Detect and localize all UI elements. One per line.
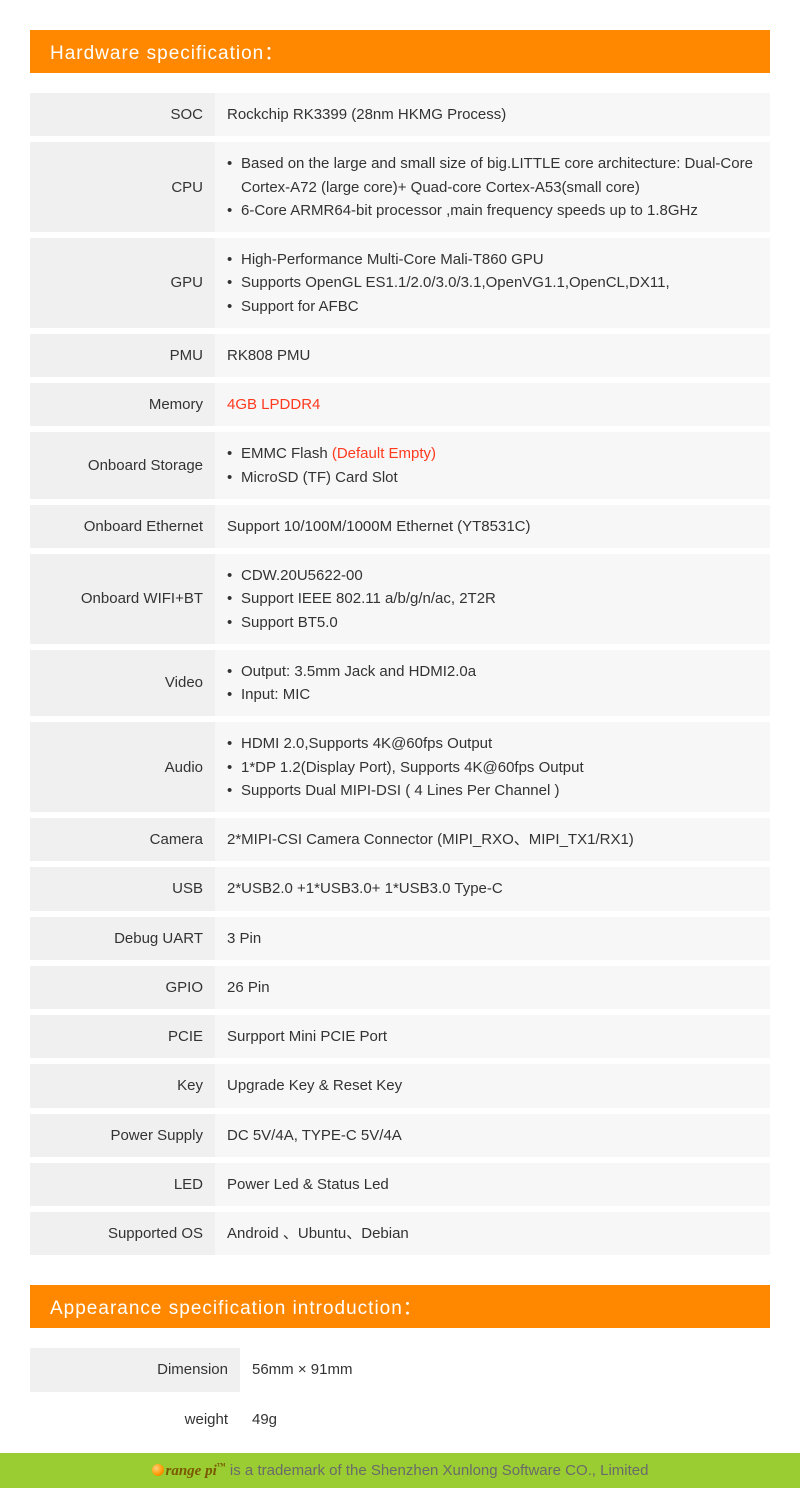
spec-value: Android 、Ubuntu、Debian — [215, 1209, 770, 1255]
list-item: Support for AFBC — [227, 295, 758, 318]
spec-value: HDMI 2.0,Supports 4K@60fps Output 1*DP 1… — [215, 719, 770, 815]
list-item: Support BT5.0 — [227, 611, 758, 634]
hardware-spec-table: SOC Rockchip RK3399 (28nm HKMG Process) … — [30, 93, 770, 1255]
spec-value: 49g — [240, 1395, 770, 1441]
spec-value: CDW.20U5622-00 Support IEEE 802.11 a/b/g… — [215, 551, 770, 647]
trademark-footer: range pi™ is a trademark of the Shenzhen… — [0, 1453, 800, 1488]
spec-value: 2*MIPI-CSI Camera Connector (MIPI_RXO、MI… — [215, 815, 770, 864]
spec-label: weight — [30, 1395, 240, 1441]
spec-label: Debug UART — [30, 914, 215, 963]
spec-value: Support 10/100M/1000M Ethernet (YT8531C) — [215, 502, 770, 551]
list-item: 1*DP 1.2(Display Port), Supports 4K@60fp… — [227, 756, 758, 779]
table-row: PCIE Surpport Mini PCIE Port — [30, 1012, 770, 1061]
table-row: Onboard Ethernet Support 10/100M/1000M E… — [30, 502, 770, 551]
storage-highlight: (Default Empty) — [332, 445, 436, 462]
spec-label: CPU — [30, 139, 215, 235]
table-row: Key Upgrade Key & Reset Key — [30, 1061, 770, 1110]
table-row: Onboard Storage EMMC Flash (Default Empt… — [30, 429, 770, 502]
list-item: High-Performance Multi-Core Mali-T860 GP… — [227, 248, 758, 271]
spec-label: Camera — [30, 815, 215, 864]
spec-value: 56mm × 91mm — [240, 1348, 770, 1394]
table-row: Onboard WIFI+BT CDW.20U5622-00 Support I… — [30, 551, 770, 647]
table-row: LED Power Led & Status Led — [30, 1160, 770, 1209]
appearance-section-header: Appearance specification introduction： — [30, 1285, 770, 1328]
list-item: Based on the large and small size of big… — [227, 152, 758, 199]
table-row: Debug UART 3 Pin — [30, 914, 770, 963]
table-row: GPIO 26 Pin — [30, 963, 770, 1012]
table-row: Video Output: 3.5mm Jack and HDMI2.0a In… — [30, 647, 770, 720]
spec-label: Key — [30, 1061, 215, 1110]
spec-label: PMU — [30, 331, 215, 380]
list-item: EMMC Flash (Default Empty) — [227, 442, 758, 465]
table-row: GPU High-Performance Multi-Core Mali-T86… — [30, 235, 770, 331]
memory-highlight: 4GB LPDDR4 — [227, 396, 320, 413]
hardware-section-header: Hardware specification： — [30, 30, 770, 73]
spec-label: Supported OS — [30, 1209, 215, 1255]
spec-label: LED — [30, 1160, 215, 1209]
spec-label: Memory — [30, 380, 215, 429]
table-row: Dimension 56mm × 91mm — [30, 1348, 770, 1394]
table-row: Power Supply DC 5V/4A, TYPE-C 5V/4A — [30, 1111, 770, 1160]
table-row: USB 2*USB2.0 +1*USB3.0+ 1*USB3.0 Type-C — [30, 864, 770, 913]
table-row: Memory 4GB LPDDR4 — [30, 380, 770, 429]
list-item: Support IEEE 802.11 a/b/g/n/ac, 2T2R — [227, 587, 758, 610]
list-item: HDMI 2.0,Supports 4K@60fps Output — [227, 732, 758, 755]
spec-label: Onboard WIFI+BT — [30, 551, 215, 647]
spec-value: Based on the large and small size of big… — [215, 139, 770, 235]
spec-label: Power Supply — [30, 1111, 215, 1160]
spec-value: Surpport Mini PCIE Port — [215, 1012, 770, 1061]
table-row: weight 49g — [30, 1395, 770, 1441]
table-row: CPU Based on the large and small size of… — [30, 139, 770, 235]
list-item: Supports OpenGL ES1.1/2.0/3.0/3.1,OpenVG… — [227, 271, 758, 294]
spec-label: GPU — [30, 235, 215, 331]
list-item: Input: MIC — [227, 683, 758, 706]
appearance-spec-table: Dimension 56mm × 91mm weight 49g — [30, 1348, 770, 1441]
spec-label: USB — [30, 864, 215, 913]
spec-value: 4GB LPDDR4 — [215, 380, 770, 429]
table-row: Camera 2*MIPI-CSI Camera Connector (MIPI… — [30, 815, 770, 864]
spec-value: Rockchip RK3399 (28nm HKMG Process) — [215, 93, 770, 139]
spec-label: GPIO — [30, 963, 215, 1012]
spec-value: EMMC Flash (Default Empty) MicroSD (TF) … — [215, 429, 770, 502]
spec-value: Power Led & Status Led — [215, 1160, 770, 1209]
spec-label: Onboard Storage — [30, 429, 215, 502]
spec-label: Onboard Ethernet — [30, 502, 215, 551]
spec-value: 3 Pin — [215, 914, 770, 963]
orange-dot-icon — [152, 1464, 164, 1476]
list-item: Supports Dual MIPI-DSI ( 4 Lines Per Cha… — [227, 779, 758, 802]
spec-label: Video — [30, 647, 215, 720]
spec-label: Dimension — [30, 1348, 240, 1394]
list-item: MicroSD (TF) Card Slot — [227, 466, 758, 489]
table-row: Audio HDMI 2.0,Supports 4K@60fps Output … — [30, 719, 770, 815]
spec-value: 26 Pin — [215, 963, 770, 1012]
spec-value: High-Performance Multi-Core Mali-T860 GP… — [215, 235, 770, 331]
spec-label: PCIE — [30, 1012, 215, 1061]
brand-logo: range pi™ — [152, 1463, 226, 1479]
spec-label: Audio — [30, 719, 215, 815]
table-row: PMU RK808 PMU — [30, 331, 770, 380]
table-row: Supported OS Android 、Ubuntu、Debian — [30, 1209, 770, 1255]
spec-value: RK808 PMU — [215, 331, 770, 380]
list-item: Output: 3.5mm Jack and HDMI2.0a — [227, 660, 758, 683]
trademark-text: is a trademark of the Shenzhen Xunlong S… — [226, 1462, 649, 1479]
spec-value: 2*USB2.0 +1*USB3.0+ 1*USB3.0 Type-C — [215, 864, 770, 913]
list-item: 6-Core ARMR64-bit processor ,main freque… — [227, 199, 758, 222]
table-row: SOC Rockchip RK3399 (28nm HKMG Process) — [30, 93, 770, 139]
list-item: CDW.20U5622-00 — [227, 564, 758, 587]
spec-value: Output: 3.5mm Jack and HDMI2.0a Input: M… — [215, 647, 770, 720]
spec-value: Upgrade Key & Reset Key — [215, 1061, 770, 1110]
spec-value: DC 5V/4A, TYPE-C 5V/4A — [215, 1111, 770, 1160]
spec-label: SOC — [30, 93, 215, 139]
